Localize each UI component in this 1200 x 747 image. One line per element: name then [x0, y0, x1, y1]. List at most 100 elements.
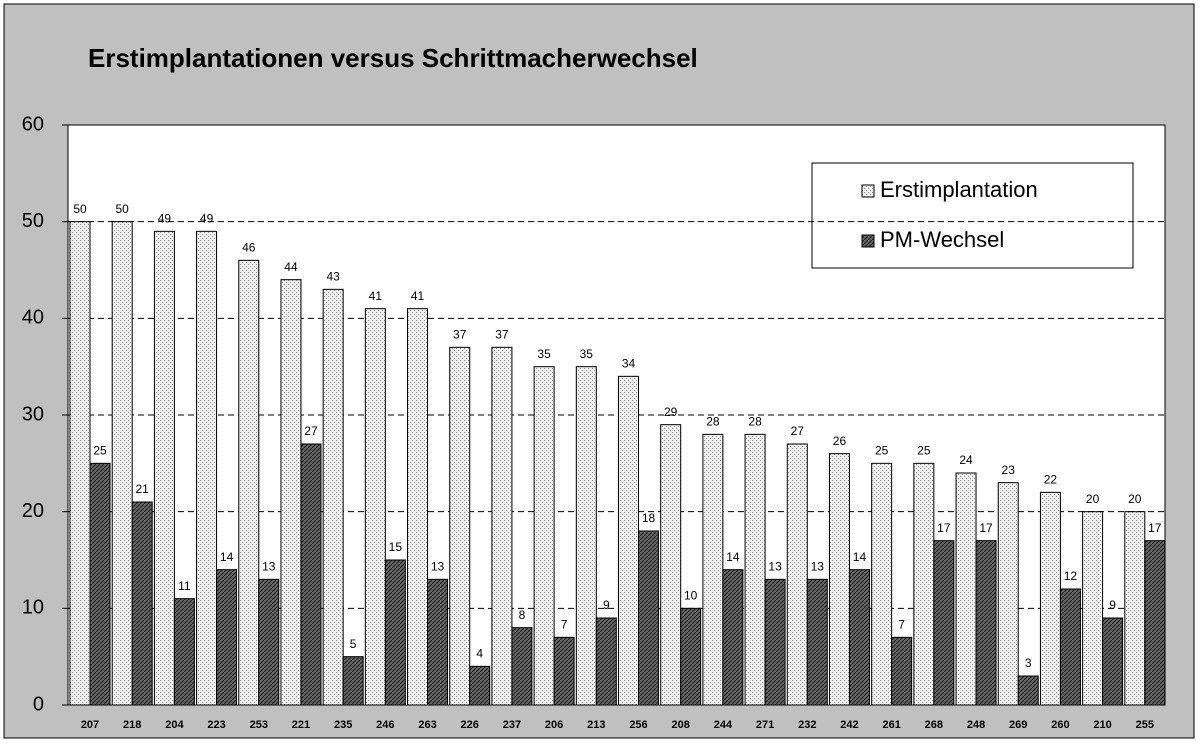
bar — [258, 578, 280, 706]
value-label: 22 — [1044, 473, 1058, 487]
value-label: 49 — [200, 212, 214, 226]
y-tick-label: 20 — [22, 500, 44, 522]
bar — [384, 559, 406, 706]
bar — [848, 569, 870, 706]
x-tick-label: 246 — [376, 719, 394, 731]
bar — [1039, 491, 1061, 706]
value-label: 7 — [898, 618, 905, 632]
bar — [975, 540, 997, 706]
bar — [786, 443, 808, 706]
chart-title: Erstimplantationen versus Schrittmacherw… — [88, 43, 698, 73]
bar — [595, 617, 617, 706]
bar — [427, 578, 449, 706]
x-tick-label: 256 — [629, 719, 647, 731]
value-label: 10 — [684, 589, 698, 603]
x-tick-label: 221 — [292, 719, 310, 731]
value-label: 24 — [959, 453, 973, 467]
x-tick-label: 232 — [798, 719, 816, 731]
value-label: 15 — [389, 540, 403, 554]
bar — [1144, 540, 1166, 706]
bar — [744, 433, 766, 706]
bar — [111, 221, 133, 706]
value-label: 12 — [1064, 569, 1078, 583]
value-label: 44 — [284, 260, 298, 274]
bar — [89, 462, 111, 706]
value-label: 5 — [350, 637, 357, 651]
value-label: 18 — [642, 511, 656, 525]
bar — [997, 482, 1019, 706]
value-label: 17 — [937, 521, 951, 535]
x-tick-label: 206 — [545, 719, 563, 731]
bar — [871, 462, 893, 706]
value-label: 28 — [748, 415, 762, 429]
bar — [196, 230, 218, 706]
x-tick-label: 207 — [81, 719, 99, 731]
value-label: 35 — [580, 347, 594, 361]
value-label: 43 — [326, 270, 340, 284]
bar — [891, 636, 913, 706]
bar — [280, 279, 302, 706]
x-tick-label: 253 — [250, 719, 268, 731]
bar — [764, 578, 786, 706]
bar — [913, 462, 935, 706]
bar — [680, 607, 702, 706]
bar — [491, 346, 513, 706]
bar — [618, 375, 639, 706]
value-label: 37 — [453, 328, 467, 342]
x-tick-label: 261 — [882, 719, 900, 731]
value-label: 50 — [73, 202, 87, 216]
value-label: 34 — [622, 357, 636, 371]
value-label: 7 — [561, 618, 568, 632]
value-label: 46 — [242, 241, 256, 255]
x-tick-label: 213 — [587, 719, 605, 731]
bar — [828, 453, 850, 706]
bar — [449, 346, 471, 706]
bar — [722, 569, 744, 706]
x-tick-label: 248 — [967, 719, 985, 731]
bar — [1082, 511, 1104, 706]
value-label: 13 — [262, 560, 276, 574]
y-tick-label: 10 — [22, 597, 44, 619]
bar — [511, 627, 533, 706]
bar — [407, 308, 429, 706]
y-tick-label: 60 — [22, 113, 44, 135]
value-label: 20 — [1128, 492, 1142, 506]
bar — [153, 230, 175, 706]
value-label: 23 — [1002, 463, 1016, 477]
value-label: 14 — [220, 550, 234, 564]
value-label: 41 — [411, 289, 425, 303]
legend-swatch — [861, 234, 875, 248]
value-label: 13 — [811, 560, 825, 574]
bar — [638, 530, 659, 706]
value-label: 29 — [664, 405, 678, 419]
x-tick-label: 237 — [503, 719, 521, 731]
x-tick-label: 218 — [123, 719, 141, 731]
bar — [322, 288, 344, 706]
bar — [1102, 617, 1124, 706]
legend-label: PM-Wechsel — [880, 227, 1004, 252]
x-tick-label: 260 — [1051, 719, 1069, 731]
bar — [300, 443, 322, 706]
bar — [131, 501, 153, 706]
legend-label: Erstimplantation — [880, 177, 1038, 202]
bar — [575, 366, 597, 706]
value-label: 26 — [833, 434, 847, 448]
bar — [553, 636, 575, 706]
value-label: 8 — [519, 608, 526, 622]
value-label: 37 — [495, 328, 509, 342]
y-tick-label: 50 — [22, 210, 44, 232]
value-label: 17 — [979, 521, 993, 535]
value-label: 14 — [726, 550, 740, 564]
value-label: 13 — [431, 560, 445, 574]
legend-swatch — [861, 184, 875, 198]
bar — [1017, 675, 1039, 706]
value-label: 41 — [369, 289, 383, 303]
x-tick-label: 269 — [1009, 719, 1027, 731]
value-label: 9 — [603, 598, 610, 612]
x-tick-label: 226 — [461, 719, 479, 731]
value-label: 49 — [158, 212, 172, 226]
legend — [811, 162, 1134, 269]
x-tick-label: 223 — [207, 719, 225, 731]
x-tick-label: 263 — [418, 719, 436, 731]
